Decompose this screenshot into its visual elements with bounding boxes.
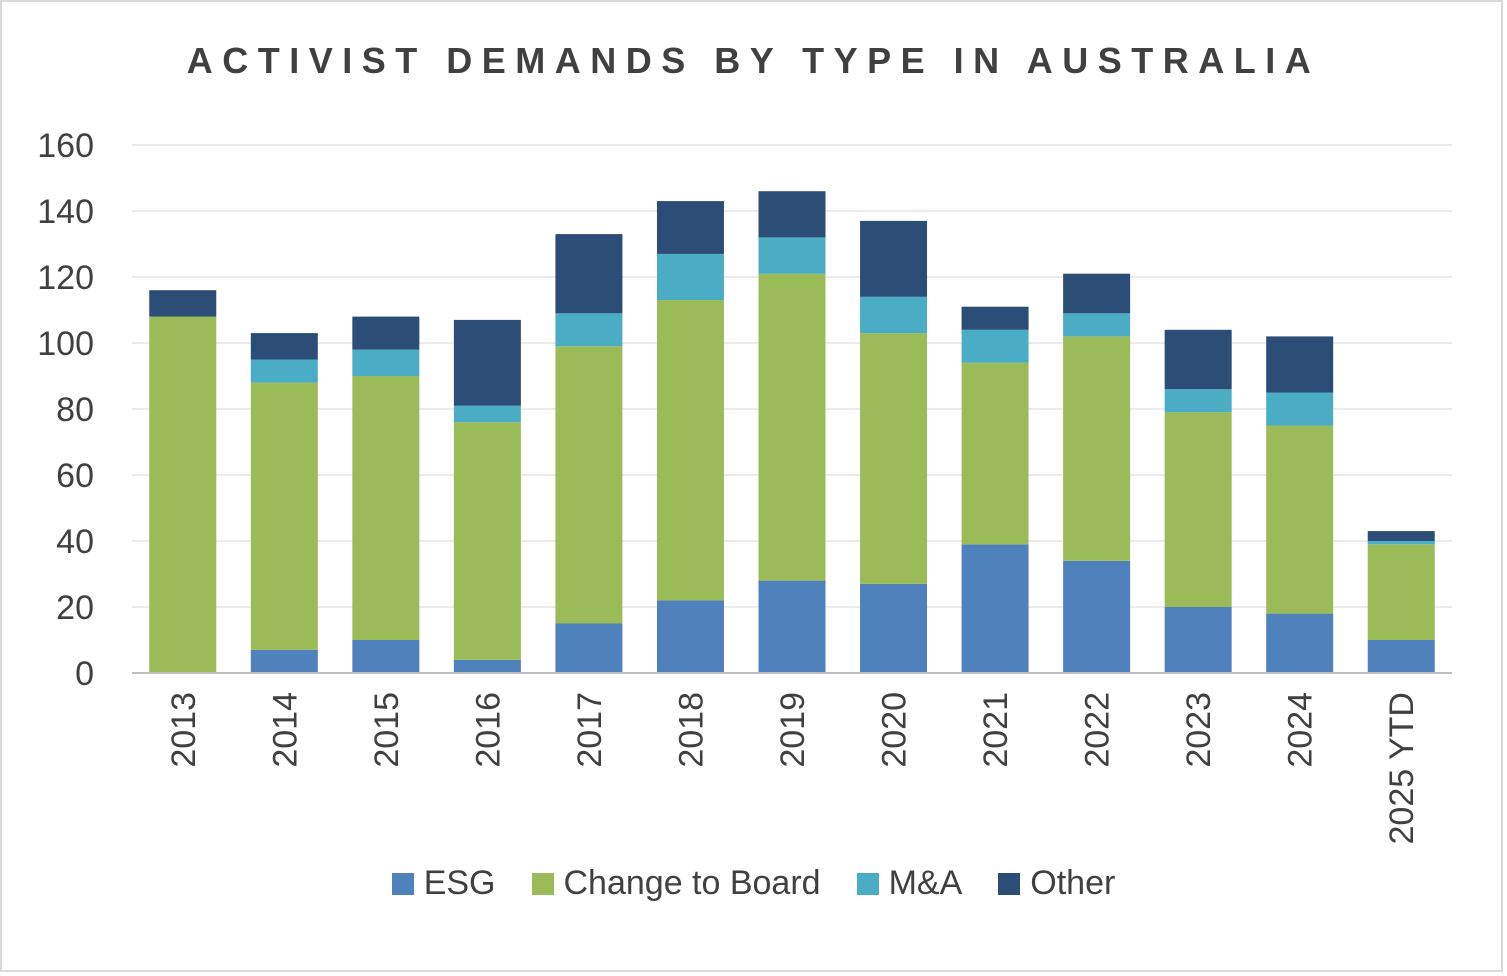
legend-label: Other xyxy=(1030,864,1116,902)
bar-segment xyxy=(352,640,420,673)
bar-segment xyxy=(758,273,826,581)
bar-segment xyxy=(149,290,217,317)
chart-title: ACTIVIST DEMANDS BY TYPE IN AUSTRALIA xyxy=(186,40,1321,81)
bar-segment xyxy=(1164,412,1232,607)
plot-area: 0 20 40 60 80 100 120 140 160 2013 2014 2015 2016 201… xyxy=(37,127,1452,844)
y-tick-label: 40 xyxy=(56,523,94,561)
x-tick-label: 2018 xyxy=(672,692,710,768)
bar-segment xyxy=(656,253,724,301)
x-tick-label: 2019 xyxy=(774,692,812,768)
x-tick-label: 2014 xyxy=(266,692,304,768)
bar-segment xyxy=(656,600,724,673)
legend-swatch xyxy=(856,872,879,895)
bar-segment xyxy=(656,201,724,254)
x-tick-label: 2017 xyxy=(571,692,609,768)
bar-segment xyxy=(352,316,420,350)
legend: ESG Change to Board M&A Other xyxy=(2,864,1505,903)
y-tick-label: 140 xyxy=(37,193,94,231)
y-tick-label: 60 xyxy=(56,457,94,495)
bar-segment xyxy=(453,659,521,673)
legend-swatch xyxy=(391,872,414,895)
bar-segment xyxy=(656,300,724,601)
bar-segment xyxy=(758,237,826,274)
x-tick-label: 2024 xyxy=(1282,692,1320,768)
bar-segment xyxy=(250,333,318,360)
bar-segment xyxy=(1367,544,1435,640)
legend-swatch xyxy=(998,872,1021,895)
bar-segment xyxy=(149,316,217,673)
bar-segment xyxy=(1164,389,1232,413)
bar-segment xyxy=(758,191,826,238)
y-tick-label: 80 xyxy=(56,391,94,429)
legend-swatch xyxy=(531,872,554,895)
bar-segment xyxy=(1063,313,1131,337)
bar-segment xyxy=(1164,607,1232,673)
y-tick-label: 120 xyxy=(37,259,94,297)
bar-segment xyxy=(555,346,623,624)
legend-item: Change to Board xyxy=(531,864,821,903)
legend-item: M&A xyxy=(856,864,963,903)
legend-item: ESG xyxy=(391,864,496,903)
bar-segment xyxy=(250,382,318,650)
x-tick-label: 2025 YTD xyxy=(1383,692,1421,844)
bar-segment xyxy=(860,333,928,584)
bar-segment xyxy=(1266,425,1334,614)
bar-segment xyxy=(961,362,1029,545)
bar-segment xyxy=(1266,336,1334,393)
bar-segment xyxy=(1164,329,1232,390)
y-tick-label: 20 xyxy=(56,589,94,627)
x-tick-label: 2022 xyxy=(1079,692,1117,768)
bar-segment xyxy=(352,349,420,376)
bar-segment xyxy=(758,580,826,673)
legend-label: Change to Board xyxy=(563,864,821,902)
bar-segment xyxy=(352,376,420,640)
bar-segment xyxy=(961,544,1029,673)
bar-segment xyxy=(1367,531,1435,541)
y-tick-label: 100 xyxy=(37,325,94,363)
bar-segment xyxy=(453,422,521,660)
bar-segment xyxy=(1063,560,1131,673)
bar-segment xyxy=(1367,640,1435,673)
bar-segment xyxy=(555,623,623,673)
bar-segment xyxy=(250,649,318,673)
bar-segment xyxy=(453,319,521,406)
bar-segment xyxy=(1063,336,1131,561)
x-tick-label: 2013 xyxy=(165,692,203,768)
bar-segment xyxy=(1266,613,1334,673)
legend-label: M&A xyxy=(888,864,963,902)
x-tick-label: 2021 xyxy=(977,692,1015,768)
x-tick-label: 2015 xyxy=(368,692,406,768)
bar-segment xyxy=(860,583,928,673)
y-tick-label: 160 xyxy=(37,127,94,165)
bar-segment xyxy=(961,329,1029,363)
bar-segment xyxy=(453,405,521,423)
x-tick-label: 2020 xyxy=(876,692,914,768)
bar-segment xyxy=(555,313,623,347)
x-tick-label: 2023 xyxy=(1180,692,1218,768)
bar-segment xyxy=(961,306,1029,330)
bar-segment xyxy=(860,220,928,297)
bar-segment xyxy=(1063,273,1131,314)
x-tick-label: 2016 xyxy=(469,692,507,768)
bar-segment xyxy=(860,296,928,334)
bar-segment xyxy=(1367,541,1435,545)
legend-label: ESG xyxy=(423,864,496,902)
bar-segment xyxy=(555,234,623,314)
bar-segment xyxy=(1266,392,1334,426)
y-tick-label: 0 xyxy=(75,655,94,693)
bar-segment xyxy=(250,359,318,383)
legend-item: Other xyxy=(998,864,1115,903)
